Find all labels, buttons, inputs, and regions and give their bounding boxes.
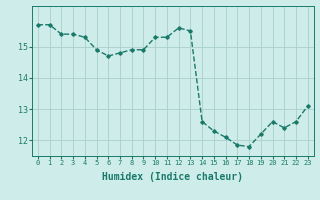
X-axis label: Humidex (Indice chaleur): Humidex (Indice chaleur) [102,172,243,182]
